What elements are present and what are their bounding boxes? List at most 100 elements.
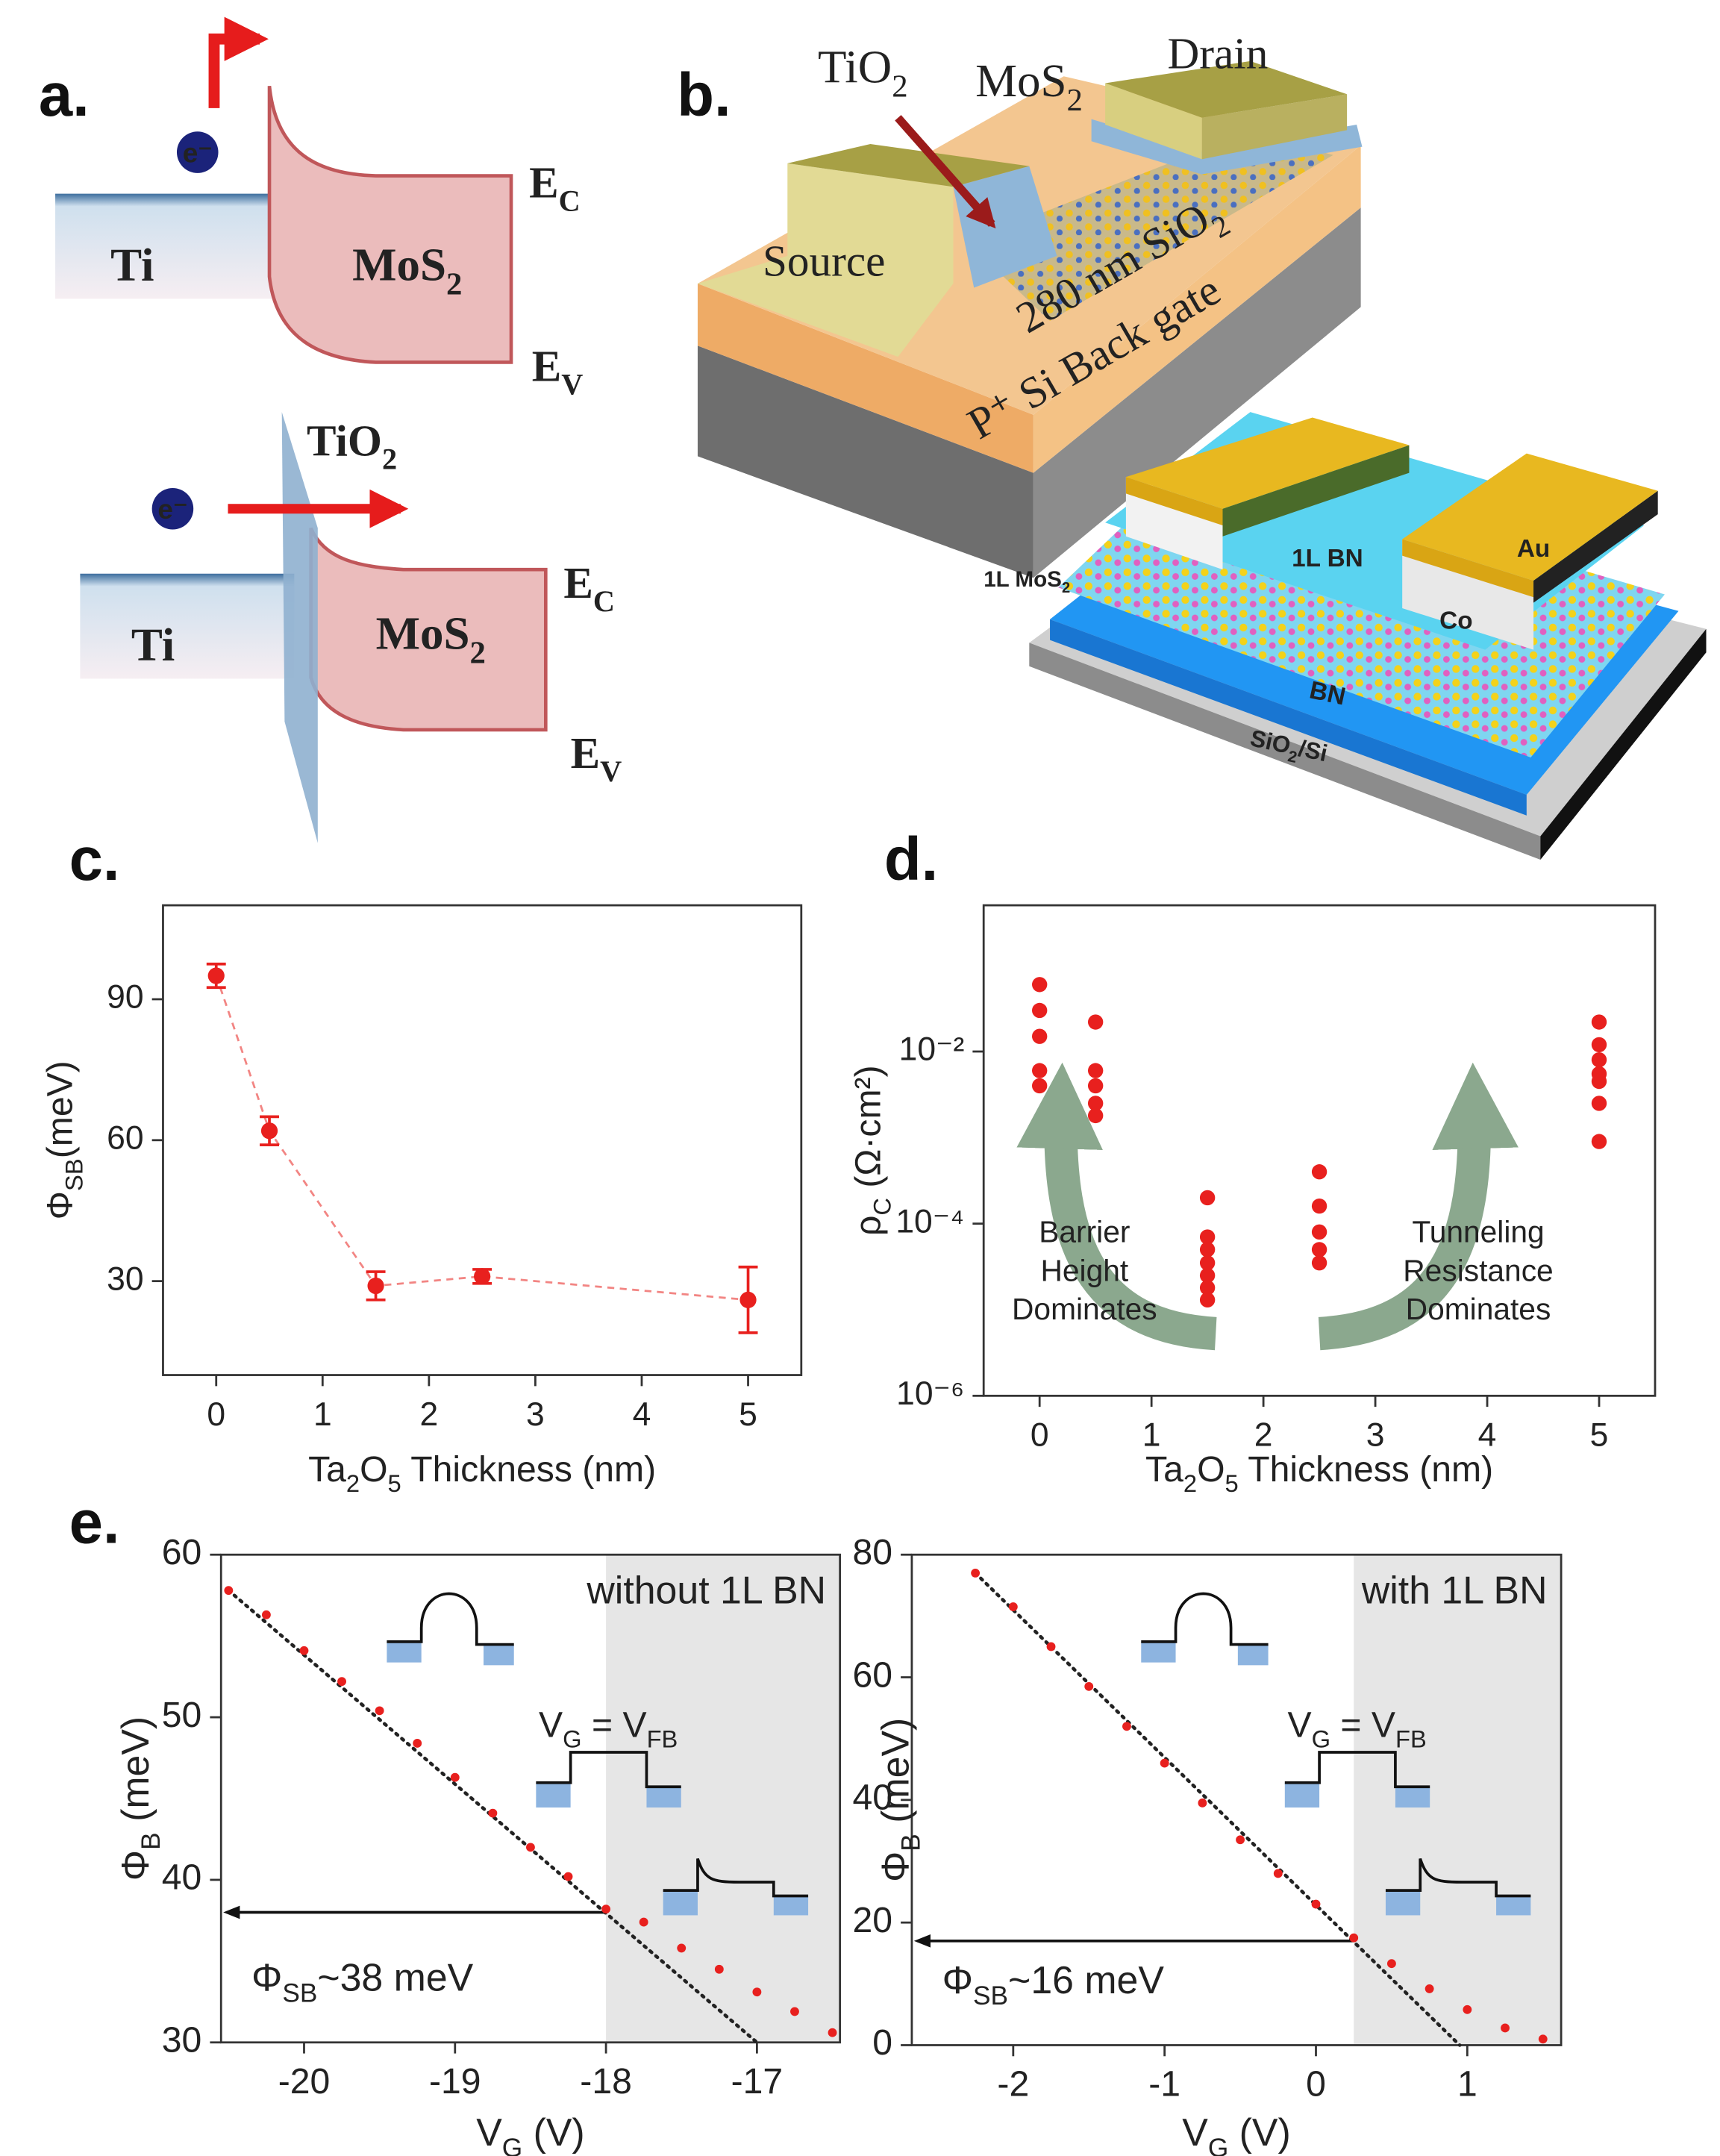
electrode-top — [1125, 417, 1410, 509]
data-point — [1122, 1722, 1131, 1731]
x-axis-label-part: V — [1182, 2110, 1208, 2154]
drain: Drain — [1167, 29, 1268, 78]
data-point — [1463, 2005, 1472, 2014]
x-axis-label-part: (V) — [522, 2110, 585, 2154]
band-inset — [387, 1592, 514, 1666]
y-axis-label-part: Φ — [873, 1852, 916, 1882]
label: b. — [677, 61, 731, 129]
y-tick-label: 40 — [162, 1857, 202, 1898]
x-tick-label: 0 — [1031, 1417, 1049, 1454]
conduction: EC — [563, 558, 615, 618]
y-axis-label-part: Φ — [113, 1850, 157, 1881]
contact-side — [1402, 539, 1534, 650]
data-point — [261, 1610, 271, 1619]
band-block — [1284, 1782, 1320, 1808]
x-tick-label: 1 — [1142, 1417, 1161, 1454]
interlayer: TiO2 — [818, 41, 908, 104]
data-point — [1008, 1602, 1018, 1611]
result-label-part: SB — [282, 1978, 317, 2007]
data-point — [337, 1677, 346, 1687]
annotation: Tunneling — [1412, 1214, 1544, 1249]
band-block — [646, 1787, 681, 1808]
panel-label: d. — [884, 825, 938, 893]
y-tick-label: 50 — [162, 1695, 202, 1735]
y-axis-label-part: SB — [60, 1158, 87, 1191]
substrate-part: 2 — [1286, 747, 1299, 766]
x-axis-label: Ta2O5 Thickness (nm) — [1145, 1449, 1493, 1497]
drain-side — [1201, 94, 1348, 160]
interlayer: 1L BN — [1292, 545, 1363, 572]
x-tick-label: -2 — [997, 2064, 1029, 2105]
data-point — [367, 1277, 384, 1295]
band-block — [1395, 1787, 1430, 1808]
channel-part: MoS — [975, 55, 1066, 107]
shaded-region — [606, 1554, 840, 2043]
data-point — [1199, 1190, 1216, 1206]
data-point — [474, 1268, 491, 1285]
band-block — [1385, 1890, 1421, 1916]
y-axis-label-part: B — [137, 1832, 166, 1850]
y-axis-label: ΦB (meV) — [873, 1718, 925, 1882]
data-point — [1032, 1028, 1048, 1044]
electrode-side — [1125, 477, 1223, 525]
channel-part: 2 — [1062, 580, 1070, 596]
data-point — [1199, 1242, 1216, 1257]
data-point — [1198, 1799, 1207, 1807]
y-tick-label: 60 — [852, 1655, 892, 1695]
band-inset — [1385, 1857, 1531, 1916]
data-point — [1591, 1073, 1607, 1090]
data-point — [526, 1843, 535, 1852]
result-label: ΦSB~16 meV — [942, 1958, 1165, 2010]
data-point — [1591, 1037, 1607, 1053]
barrier-layer — [281, 412, 318, 843]
channel-part: 1L MoS — [983, 567, 1062, 592]
flat-band-label-part: FB — [647, 1725, 678, 1753]
data-point — [828, 2028, 837, 2037]
channel: MoS2 — [975, 55, 1083, 119]
interlayer-part: TiO — [818, 41, 892, 93]
plot-frame — [982, 904, 1657, 1397]
y-tick-label: 80 — [852, 1532, 892, 1572]
substrate-front — [697, 346, 1033, 578]
band-inset — [663, 1857, 809, 1916]
band-edge — [536, 1751, 681, 1789]
flat-band-label-part: G — [563, 1725, 581, 1753]
interlayer-part: 2 — [892, 69, 907, 104]
conduction-part: C — [593, 584, 615, 618]
x-tick-label: -18 — [580, 2061, 632, 2102]
conduction-part: E — [563, 558, 593, 607]
data-point — [207, 967, 225, 984]
data-point — [375, 1706, 384, 1716]
y-tick-label: 60 — [162, 1532, 202, 1572]
y-axis-label: ΦSB(meV) — [40, 1060, 87, 1219]
semiconductor: MoS2 — [352, 239, 462, 302]
flat-band-label: VG = VFB — [539, 1705, 678, 1752]
band-block — [1141, 1641, 1176, 1663]
drain-top — [1105, 60, 1348, 118]
x-tick-label: 3 — [526, 1396, 545, 1433]
conduction: EC — [529, 157, 581, 217]
emission-arrow — [208, 16, 269, 108]
x-axis-label: VG (V) — [476, 2110, 585, 2156]
x-axis-label-part: O — [360, 1449, 387, 1490]
y-tick-label: 10⁻² — [899, 1031, 965, 1068]
valence-part: V — [561, 367, 583, 401]
x-axis-label-part: Ta — [1145, 1449, 1183, 1490]
y-axis-label-part: Φ — [40, 1191, 80, 1219]
y-tick-label: 20 — [852, 1900, 892, 1940]
electron — [176, 131, 219, 173]
device-bottom — [1029, 412, 1707, 860]
source-top — [787, 143, 1030, 187]
interlayer-part: TiO — [307, 416, 382, 465]
data-point — [971, 1568, 981, 1578]
data-point — [563, 1872, 573, 1881]
data-point — [450, 1772, 460, 1782]
data-point — [1273, 1869, 1283, 1878]
x-axis-label-part: 2 — [1183, 1469, 1197, 1497]
plot-frame — [219, 1553, 842, 2044]
x-tick-label: 2 — [420, 1396, 439, 1433]
band-diagram-top — [55, 16, 513, 364]
band-edge — [1141, 1592, 1269, 1646]
condition-label: with 1L BN — [1361, 1569, 1548, 1612]
